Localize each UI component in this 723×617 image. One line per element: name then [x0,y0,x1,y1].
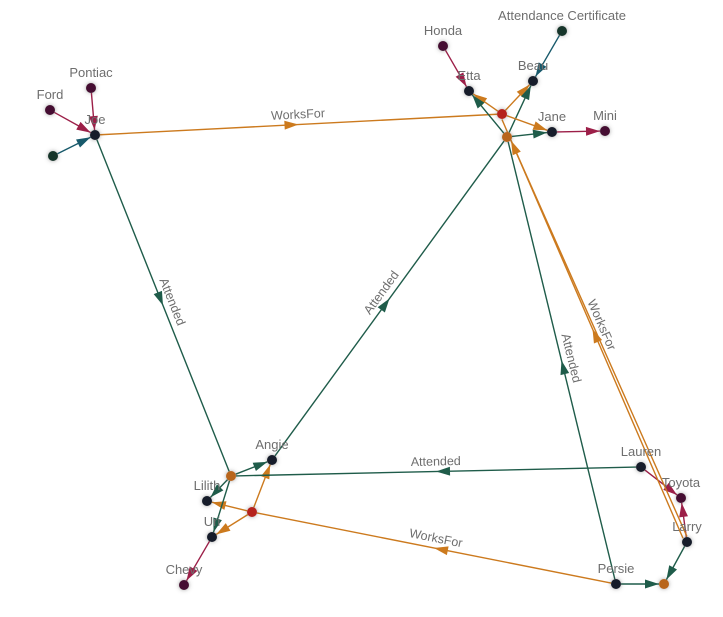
svg-text:Uri: Uri [204,514,221,529]
svg-text:Angie: Angie [255,437,288,452]
svg-text:Chevy: Chevy [166,562,203,577]
svg-text:Ford: Ford [37,87,64,102]
svg-text:Etta: Etta [457,68,481,83]
svg-text:Mini: Mini [593,108,617,123]
svg-text:Lauren: Lauren [621,444,661,459]
svg-text:Persie: Persie [598,561,635,576]
svg-text:Attendance Certificate: Attendance Certificate [498,8,626,23]
svg-text:Jane: Jane [538,109,566,124]
svg-text:WorksFor: WorksFor [271,106,326,123]
svg-text:Larry: Larry [672,519,702,534]
svg-text:Beau: Beau [518,58,548,73]
svg-text:Joe: Joe [85,112,106,127]
svg-text:Honda: Honda [424,23,463,38]
svg-text:Lilith: Lilith [194,478,221,493]
svg-text:Attended: Attended [411,454,461,469]
svg-text:Toyota: Toyota [662,475,701,490]
svg-text:Pontiac: Pontiac [69,65,113,80]
